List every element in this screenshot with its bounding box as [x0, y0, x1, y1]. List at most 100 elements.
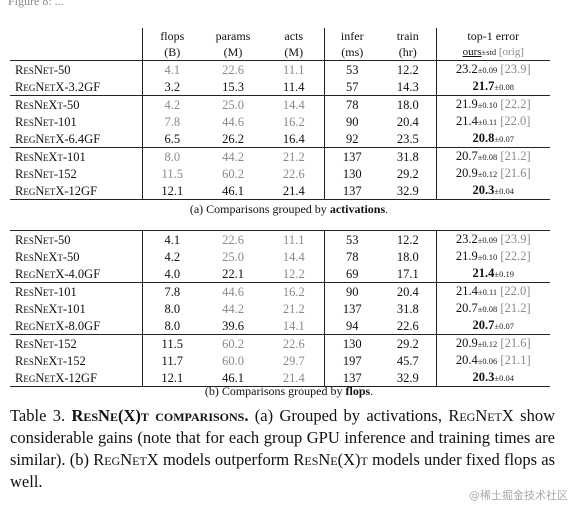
params-value: 60.2	[202, 334, 264, 352]
error-value: 20.9±0.12 [21.6]	[436, 334, 550, 352]
error-value: 20.3±0.04	[436, 369, 550, 387]
infer-value: 130	[324, 334, 380, 352]
top1-error: 21.9	[455, 97, 478, 111]
model-name: ResNet-101	[10, 113, 143, 130]
acts-value: 11.1	[264, 60, 325, 78]
train-value: 32.9	[380, 182, 437, 200]
acts-value: 14.4	[264, 95, 325, 113]
comparison-table-activations: flops params acts infer train top-1 error (B) (…	[10, 28, 550, 200]
params-value: 22.6	[202, 60, 264, 78]
train-value: 31.8	[380, 147, 437, 165]
params-value: 46.1	[202, 369, 264, 387]
params-value: 44.6	[222, 114, 244, 129]
train-value: 12.2	[380, 60, 437, 78]
top1-error: 20.7	[455, 301, 478, 315]
train-value: 20.4	[380, 282, 437, 300]
flops-value: 8.0	[164, 301, 181, 316]
top1-error: 20.9	[455, 336, 478, 350]
model-name: ResNeXt-50	[10, 95, 143, 113]
params-value: 25.0	[222, 249, 244, 264]
error-value: 20.7±0.07	[436, 317, 550, 335]
acts-value: 14.4	[264, 248, 325, 265]
acts-value: 14.1	[264, 317, 325, 335]
std-value: ±0.11	[477, 117, 498, 127]
std-value: ±0.04	[494, 186, 514, 196]
train-value: 17.1	[380, 265, 437, 283]
flops-value: 3.2	[164, 79, 181, 94]
flops-value: 7.8	[142, 282, 202, 300]
flops-value: 4.2	[164, 249, 181, 264]
table-row: RegNetX-8.0GF 8.0 39.6 14.1 94 22.6 20.7±0.07	[10, 317, 550, 335]
table-row: ResNeXt-50 4.2 25.0 14.4 78 18.0 21.9±0.10 [22…	[10, 248, 550, 265]
acts-value: 16.2	[264, 113, 325, 130]
model-name: ResNeXt-101	[10, 147, 143, 165]
flops-value: 11.5	[161, 166, 183, 181]
orig-value: [22.0]	[500, 284, 531, 298]
std-label: ±std	[481, 47, 497, 57]
train-value: 18.0	[380, 95, 437, 113]
orig-value: [22.2]	[500, 249, 531, 263]
top1-error-header: top-1 error	[467, 29, 520, 43]
params-value: 25.0	[202, 95, 264, 113]
model-name: ResNet-50	[10, 60, 143, 78]
infer-value: 137	[324, 182, 380, 200]
params-value: 15.3	[222, 79, 244, 94]
std-value: ±0.11	[477, 287, 498, 297]
orig-value: [22.0]	[500, 114, 531, 128]
train-value: 12.2	[380, 230, 437, 248]
table-row: RegNetX-4.0GF 4.0 22.1 12.2 69 17.1 21.4±0.19	[10, 265, 550, 283]
model-name: ResNet-152	[10, 334, 143, 352]
infer-value: 90	[346, 114, 359, 129]
model-name: ResNeXt-152	[10, 352, 143, 369]
train-value: 18.0	[380, 248, 437, 265]
top1-error: 20.7	[455, 149, 478, 163]
params-value: 22.1	[222, 266, 244, 281]
model-name: RegNetX-8.0GF	[10, 317, 143, 335]
acts-value: 21.2	[264, 300, 325, 317]
std-value: ±0.12	[477, 339, 498, 349]
flops-value: 4.1	[142, 60, 202, 78]
std-value: ±0.08	[494, 82, 514, 92]
acts-value: 11.4	[264, 78, 325, 96]
train-value: 31.8	[380, 300, 437, 317]
infer-value: 53	[324, 60, 380, 78]
infer-value: 92	[346, 131, 359, 146]
infer-value: 197	[342, 353, 362, 368]
watermark: @稀土掘金技术社区	[469, 489, 568, 502]
train-value: 23.5	[380, 130, 437, 148]
acts-header: acts	[264, 28, 325, 44]
top1-error: 23.2	[455, 232, 478, 246]
params-value: 39.6	[222, 318, 244, 333]
error-value: 23.2±0.09 [23.9]	[436, 230, 550, 248]
orig-value: [21.2]	[500, 149, 531, 163]
flops-value: 6.5	[164, 131, 181, 146]
std-value: ±0.06	[477, 356, 498, 366]
error-value: 20.8±0.07	[436, 130, 550, 148]
top1-error: 20.4	[455, 353, 478, 367]
acts-value: 12.2	[264, 265, 325, 283]
error-value: 21.7±0.08	[436, 78, 550, 96]
std-value: ±0.12	[477, 169, 498, 179]
error-value: 21.4±0.11 [22.0]	[436, 113, 550, 130]
infer-value: 90	[324, 282, 380, 300]
std-value: ±0.09	[477, 235, 498, 245]
table-row: ResNet-50 4.1 22.6 11.1 53 12.2 23.2±0.09 [23.…	[10, 60, 550, 78]
error-value: 20.7±0.08 [21.2]	[436, 300, 550, 317]
acts-value: 22.6	[264, 334, 325, 352]
params-value: 44.6	[202, 282, 264, 300]
header-blank	[10, 28, 143, 44]
top1-error: 20.8	[472, 131, 495, 145]
std-value: ±0.09	[477, 65, 498, 75]
orig-value: [22.2]	[500, 97, 531, 111]
infer-value: 78	[324, 95, 380, 113]
error-subheader: ours±std [orig]	[436, 44, 550, 61]
table-row: RegNetX-3.2GF 3.2 15.3 11.4 57 14.3 21.7±0.08	[10, 78, 550, 96]
params-unit: (M)	[223, 45, 243, 59]
flops-value: 7.8	[164, 114, 181, 129]
std-value: ±0.10	[477, 100, 498, 110]
train-value: 20.4	[380, 113, 437, 130]
table-row: ResNet-152 11.5 60.2 22.6 130 29.2 20.9±0.12 […	[10, 165, 550, 182]
infer-value: 137	[324, 369, 380, 387]
top1-error: 20.3	[472, 370, 495, 384]
infer-value: 69	[346, 266, 359, 281]
